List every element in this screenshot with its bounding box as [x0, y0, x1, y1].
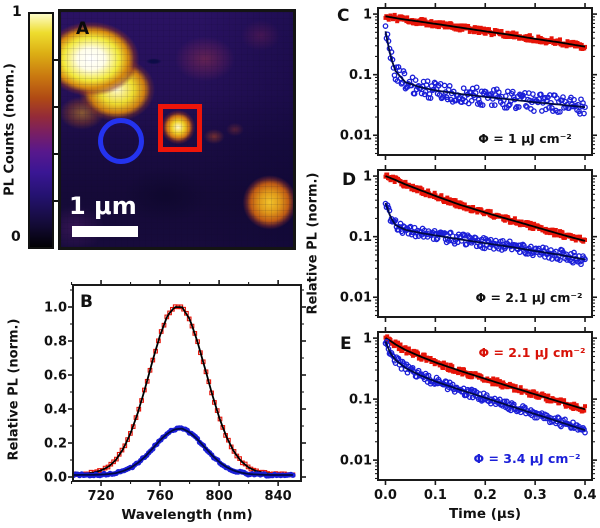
panel-cde-charts: 10.10.01 Φ = 1 μJ cm⁻²10.10.01 Φ = 2.1 μJ … — [340, 3, 597, 522]
colorbar-tick — [53, 153, 58, 155]
colorbar-title: PL Counts (norm.) — [2, 63, 18, 196]
panel-e-label: E — [340, 334, 352, 354]
svg-text:1.0: 1.0 — [44, 300, 67, 315]
panel-b-label: B — [80, 292, 93, 312]
panel-d-label: D — [342, 170, 357, 190]
svg-text:0.4: 0.4 — [44, 403, 67, 418]
svg-text:0.01: 0.01 — [340, 129, 372, 144]
colorbar-tick — [53, 200, 58, 202]
svg-text:760: 760 — [146, 489, 173, 504]
svg-text:0.0: 0.0 — [374, 488, 397, 503]
roi-square-red — [158, 104, 202, 152]
svg-text:720: 720 — [87, 489, 114, 504]
svg-text:0.0: 0.0 — [44, 471, 67, 486]
scalebar-label: 1 μm — [69, 192, 137, 220]
svg-text:0.6: 0.6 — [44, 369, 67, 384]
colorbar-min-label: 0 — [11, 229, 21, 245]
svg-text:0.2: 0.2 — [474, 488, 497, 503]
svg-text:0.3: 0.3 — [524, 488, 547, 503]
svg-text:Φ = 2.1 μJ cm⁻²: Φ = 2.1 μJ cm⁻² — [475, 290, 582, 305]
scalebar — [72, 226, 138, 237]
svg-text:Φ = 2.1 μJ cm⁻²: Φ = 2.1 μJ cm⁻² — [478, 345, 585, 360]
svg-text:0.1: 0.1 — [349, 393, 372, 408]
colorbar-gradient — [28, 12, 58, 249]
svg-text:Φ = 1 μJ cm⁻²: Φ = 1 μJ cm⁻² — [478, 131, 572, 146]
svg-text:0.2: 0.2 — [44, 437, 67, 452]
svg-text:0.1: 0.1 — [349, 68, 372, 83]
panel-b-chart: 0.0 0.2 0.4 0.6 0.8 1.0 720 760 800 840 Wavelength… — [44, 280, 306, 523]
svg-text:800: 800 — [206, 489, 233, 504]
svg-text:Time (μs): Time (μs) — [449, 506, 521, 522]
colorbar-tick — [53, 59, 58, 61]
panel-c-label: C — [337, 6, 350, 26]
svg-text:840: 840 — [265, 489, 292, 504]
svg-text:Wavelength (nm): Wavelength (nm) — [121, 507, 252, 523]
svg-text:0.01: 0.01 — [340, 291, 372, 306]
svg-text:0.1: 0.1 — [424, 488, 447, 503]
colorbar-tick — [53, 106, 58, 108]
svg-text:0.4: 0.4 — [574, 488, 597, 503]
svg-text:0.1: 0.1 — [349, 230, 372, 245]
roi-circle-blue — [98, 118, 144, 164]
panel-a-label: A — [76, 19, 90, 39]
svg-text:1: 1 — [363, 170, 372, 185]
colorbar-max-label: 1 — [12, 4, 22, 20]
svg-text:0.01: 0.01 — [340, 454, 372, 469]
panel-a-image: A 1 μm — [58, 9, 296, 250]
svg-text:1: 1 — [363, 8, 372, 23]
svg-text:0.8: 0.8 — [44, 335, 67, 350]
svg-text:Φ = 3.4 μJ cm⁻²: Φ = 3.4 μJ cm⁻² — [473, 451, 580, 466]
svg-text:1: 1 — [363, 332, 372, 347]
